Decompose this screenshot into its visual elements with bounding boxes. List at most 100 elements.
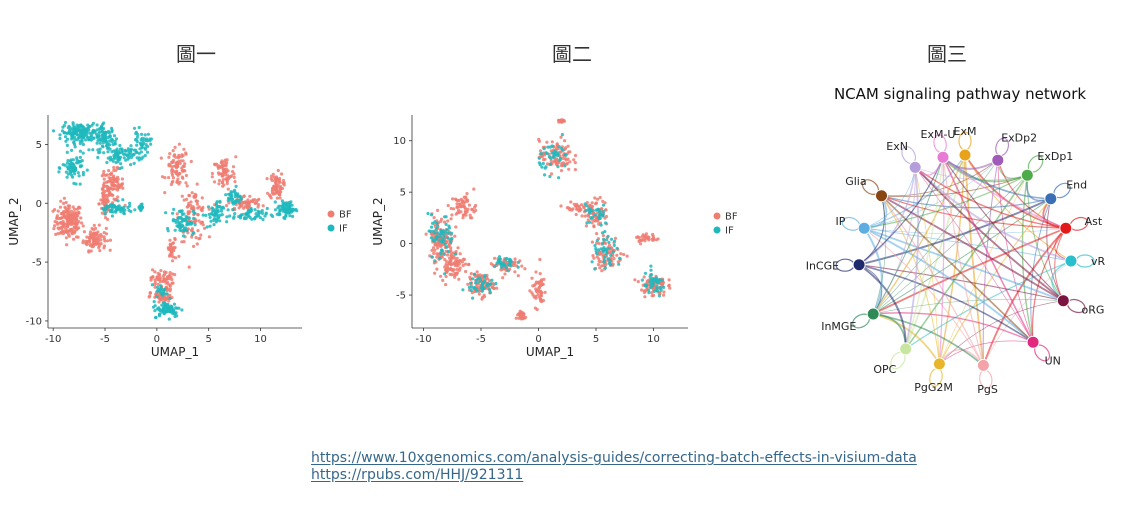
data-point-bf [195, 202, 199, 206]
data-point-bf [480, 297, 484, 301]
data-point-if [480, 289, 484, 293]
data-point-bf [443, 265, 447, 269]
data-point-if [651, 284, 655, 288]
x-tick-label: 0 [535, 334, 541, 345]
data-point-if [474, 278, 478, 282]
data-point-bf [571, 207, 575, 211]
data-point-if [497, 255, 502, 259]
data-point-bf [516, 313, 520, 317]
data-point-bf [462, 195, 466, 199]
network-edge [939, 340, 1034, 365]
data-point-bf [72, 210, 76, 214]
data-point-if [77, 174, 81, 178]
data-point-bf [189, 200, 193, 204]
network-node [875, 189, 888, 203]
data-point-if [662, 285, 666, 289]
data-point-bf [559, 204, 563, 208]
data-point-if [584, 204, 589, 208]
network-edge [881, 195, 940, 364]
data-point-if [228, 214, 232, 218]
data-point-if [439, 228, 443, 233]
network-edge [942, 157, 984, 366]
data-point-if [114, 137, 119, 141]
data-point-if [84, 138, 88, 142]
data-point-bf [107, 169, 111, 173]
data-point-bf [270, 178, 274, 182]
network-node [976, 358, 990, 372]
data-point-bf [536, 293, 540, 297]
data-point-bf [173, 145, 177, 149]
data-point-bf [559, 164, 564, 168]
data-point-if [209, 219, 213, 223]
data-point-if [648, 280, 652, 284]
data-point-bf [217, 178, 222, 183]
data-point-if [560, 133, 564, 137]
data-point-if [132, 161, 136, 165]
data-point-bf [559, 119, 563, 123]
data-point-bf [169, 182, 173, 187]
data-point-if [603, 266, 607, 270]
data-point-if [141, 139, 145, 143]
network-edge [872, 313, 941, 365]
data-point-bf [495, 286, 499, 290]
data-point-if [233, 212, 237, 216]
data-point-bf [448, 261, 452, 265]
data-point-bf [90, 245, 94, 249]
data-point-bf [453, 275, 457, 279]
data-point-if [443, 272, 447, 276]
data-point-if [599, 223, 603, 227]
data-point-if [226, 208, 230, 212]
data-point-bf [592, 256, 596, 260]
data-point-if [168, 296, 172, 301]
network-node-label: vRG [1091, 255, 1105, 268]
data-point-if [118, 155, 123, 159]
data-point-bf [265, 177, 269, 181]
data-point-if [134, 131, 138, 136]
data-point-if [585, 221, 589, 225]
data-point-if [58, 136, 62, 141]
data-point-bf [225, 181, 229, 186]
data-point-if [159, 290, 163, 294]
data-point-bf [491, 286, 495, 290]
data-point-if [446, 236, 450, 240]
data-point-bf [178, 172, 182, 176]
y-tick-label: 0 [400, 239, 406, 250]
link-10xgenomics[interactable]: https://www.10xgenomics.com/analysis-gui… [311, 450, 917, 466]
network-edge [880, 195, 1034, 343]
data-point-if [173, 218, 178, 222]
data-point-if [261, 217, 265, 222]
data-point-bf [171, 179, 175, 184]
data-point-bf [460, 204, 464, 209]
data-point-bf [278, 196, 282, 200]
data-point-if [260, 209, 264, 213]
data-point-if [144, 143, 148, 147]
data-point-bf [103, 216, 108, 220]
data-point-if [229, 190, 233, 194]
data-point-bf [171, 176, 175, 180]
data-point-bf [121, 186, 125, 190]
umap-scatter-chart-1: -10 -5 0 5 10 -10 -5 0 5 UMAP_1 UMAP_2 BF IF [7, 115, 352, 359]
data-point-bf [441, 278, 445, 282]
data-point-if [121, 209, 125, 213]
data-point-if [63, 120, 68, 125]
data-point-if [485, 284, 489, 288]
data-point-bf [207, 207, 211, 211]
data-point-bf [170, 278, 174, 282]
data-point-if [137, 125, 141, 130]
data-point-if [235, 194, 239, 198]
data-point-if [182, 212, 186, 216]
data-point-if [133, 208, 137, 212]
data-point-if [106, 150, 110, 154]
data-point-bf [542, 277, 546, 281]
data-point-if [225, 215, 229, 219]
data-point-bf [175, 212, 179, 216]
data-point-if [246, 210, 250, 214]
data-point-if [76, 171, 80, 175]
data-point-if [181, 234, 186, 238]
data-point-bf [159, 269, 163, 273]
network-node-label: ExDp1 [1037, 150, 1073, 163]
data-point-bf [221, 180, 225, 184]
link-rpubs[interactable]: https://rpubs.com/HHJ/921311 [311, 467, 524, 483]
data-point-bf [199, 233, 203, 237]
data-point-if [605, 251, 609, 256]
